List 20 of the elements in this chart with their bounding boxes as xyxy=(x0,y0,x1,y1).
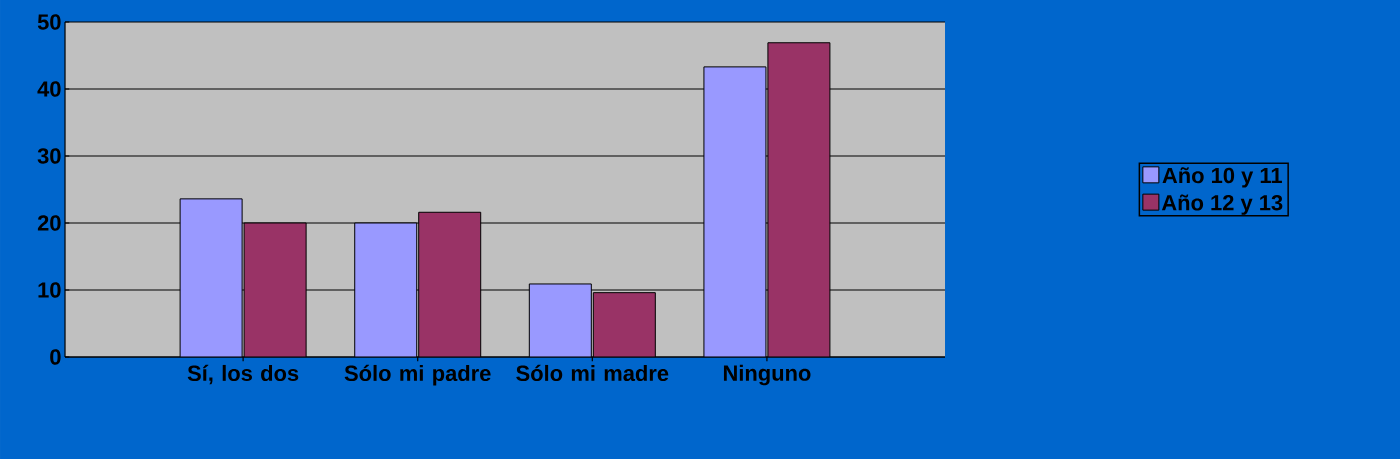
legend-label: Año 10 y 11 xyxy=(1162,167,1282,188)
bar xyxy=(767,42,831,357)
x-tick-label: Sí, los dos xyxy=(187,364,299,385)
x-tick-label: Sólo mi madre xyxy=(516,364,669,382)
y-tick-label: 30 xyxy=(37,148,61,164)
bar xyxy=(418,211,482,357)
bar xyxy=(703,66,767,357)
legend-label: Año 12 y 13 xyxy=(1161,194,1283,215)
y-tick-label: 40 xyxy=(37,81,61,97)
y-tick-label: 20 xyxy=(37,215,61,231)
y-tick-label: 10 xyxy=(38,282,61,298)
bar xyxy=(354,222,418,357)
bar xyxy=(592,292,656,357)
y-tick-label: 50 xyxy=(37,14,61,30)
y-tick-label: 0 xyxy=(50,349,61,365)
bar xyxy=(243,222,307,357)
x-tick-label: Ninguno xyxy=(723,364,811,386)
x-tick-label: Sólo mi padre xyxy=(344,364,491,386)
bar xyxy=(179,198,243,357)
bar xyxy=(528,283,592,357)
